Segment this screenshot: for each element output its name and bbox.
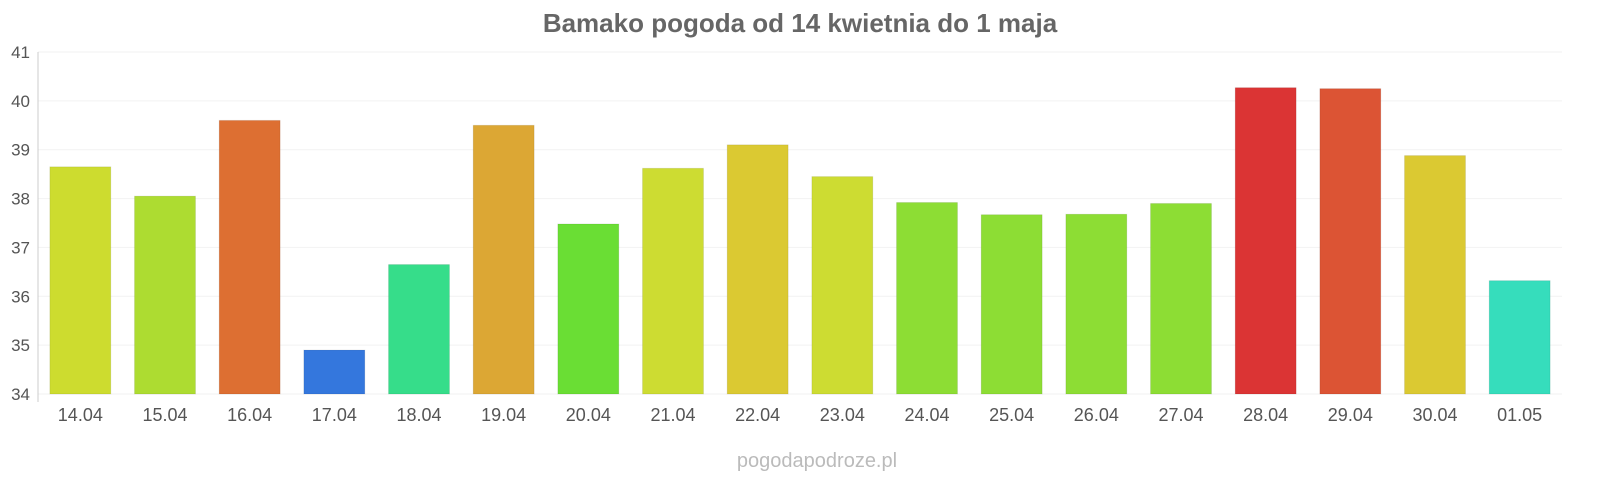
- x-tick-label: 25.04: [989, 405, 1034, 425]
- y-tick-label: 40: [11, 92, 30, 111]
- x-tick-label: 28.04: [1243, 405, 1288, 425]
- bar-21.04[interactable]: [642, 167, 704, 395]
- bar-28.04[interactable]: [1234, 87, 1297, 395]
- y-tick-label: 38: [11, 190, 30, 209]
- bar-24.04[interactable]: [896, 201, 958, 395]
- bar-20.04[interactable]: [557, 223, 620, 395]
- bar-22.04[interactable]: [726, 144, 789, 395]
- x-tick-label: 24.04: [904, 405, 949, 425]
- x-axis-ticks: 14.04 15.04 16.04 17.04 18.04 19.04 20.04 21.04…: [58, 405, 1542, 425]
- x-tick-label: 27.04: [1158, 405, 1203, 425]
- bar-14.04[interactable]: [49, 166, 112, 395]
- x-tick-label: 29.04: [1328, 405, 1373, 425]
- y-tick-label: 39: [11, 141, 30, 160]
- x-tick-label: 21.04: [650, 405, 695, 425]
- x-tick-label: 15.04: [142, 405, 187, 425]
- x-tick-label: 22.04: [735, 405, 780, 425]
- bar-23.04[interactable]: [811, 176, 874, 395]
- x-tick-label: 23.04: [820, 405, 865, 425]
- x-tick-label: 20.04: [566, 405, 611, 425]
- bar-18.04[interactable]: [388, 264, 450, 395]
- bar-27.04[interactable]: [1150, 202, 1212, 395]
- y-tick-label: 36: [11, 287, 30, 306]
- bar-30.04[interactable]: [1404, 155, 1466, 395]
- chart-title: Bamako pogoda od 14 kwietnia do 1 maja: [543, 8, 1058, 38]
- bar-17.04[interactable]: [303, 349, 366, 395]
- y-tick-label: 34: [11, 385, 30, 404]
- y-tick-label: 37: [11, 238, 30, 257]
- bar-26.04[interactable]: [1065, 213, 1128, 395]
- bar-29.04[interactable]: [1319, 88, 1382, 395]
- bar-15.04[interactable]: [134, 195, 196, 395]
- x-tick-label: 14.04: [58, 405, 103, 425]
- y-tick-label: 41: [11, 43, 30, 62]
- x-tick-label: 30.04: [1412, 405, 1457, 425]
- y-axis-ticks: 34 35 36 37 38 39 40 41: [11, 43, 30, 404]
- x-tick-label: 26.04: [1074, 405, 1119, 425]
- x-tick-label: 19.04: [481, 405, 526, 425]
- bar-25.04[interactable]: [980, 214, 1043, 395]
- x-tick-label: 18.04: [396, 405, 441, 425]
- watermark: pogodapodroze.pl: [737, 450, 897, 472]
- bars: [49, 87, 1551, 395]
- x-tick-label: 17.04: [312, 405, 357, 425]
- grid-lines: [38, 51, 1562, 395]
- x-tick-label: 16.04: [227, 405, 272, 425]
- bar-16.04[interactable]: [218, 119, 281, 395]
- bar-01.05[interactable]: [1488, 280, 1551, 395]
- bar-19.04[interactable]: [472, 124, 535, 395]
- x-tick-label: 01.05: [1497, 405, 1542, 425]
- y-tick-label: 35: [11, 336, 30, 355]
